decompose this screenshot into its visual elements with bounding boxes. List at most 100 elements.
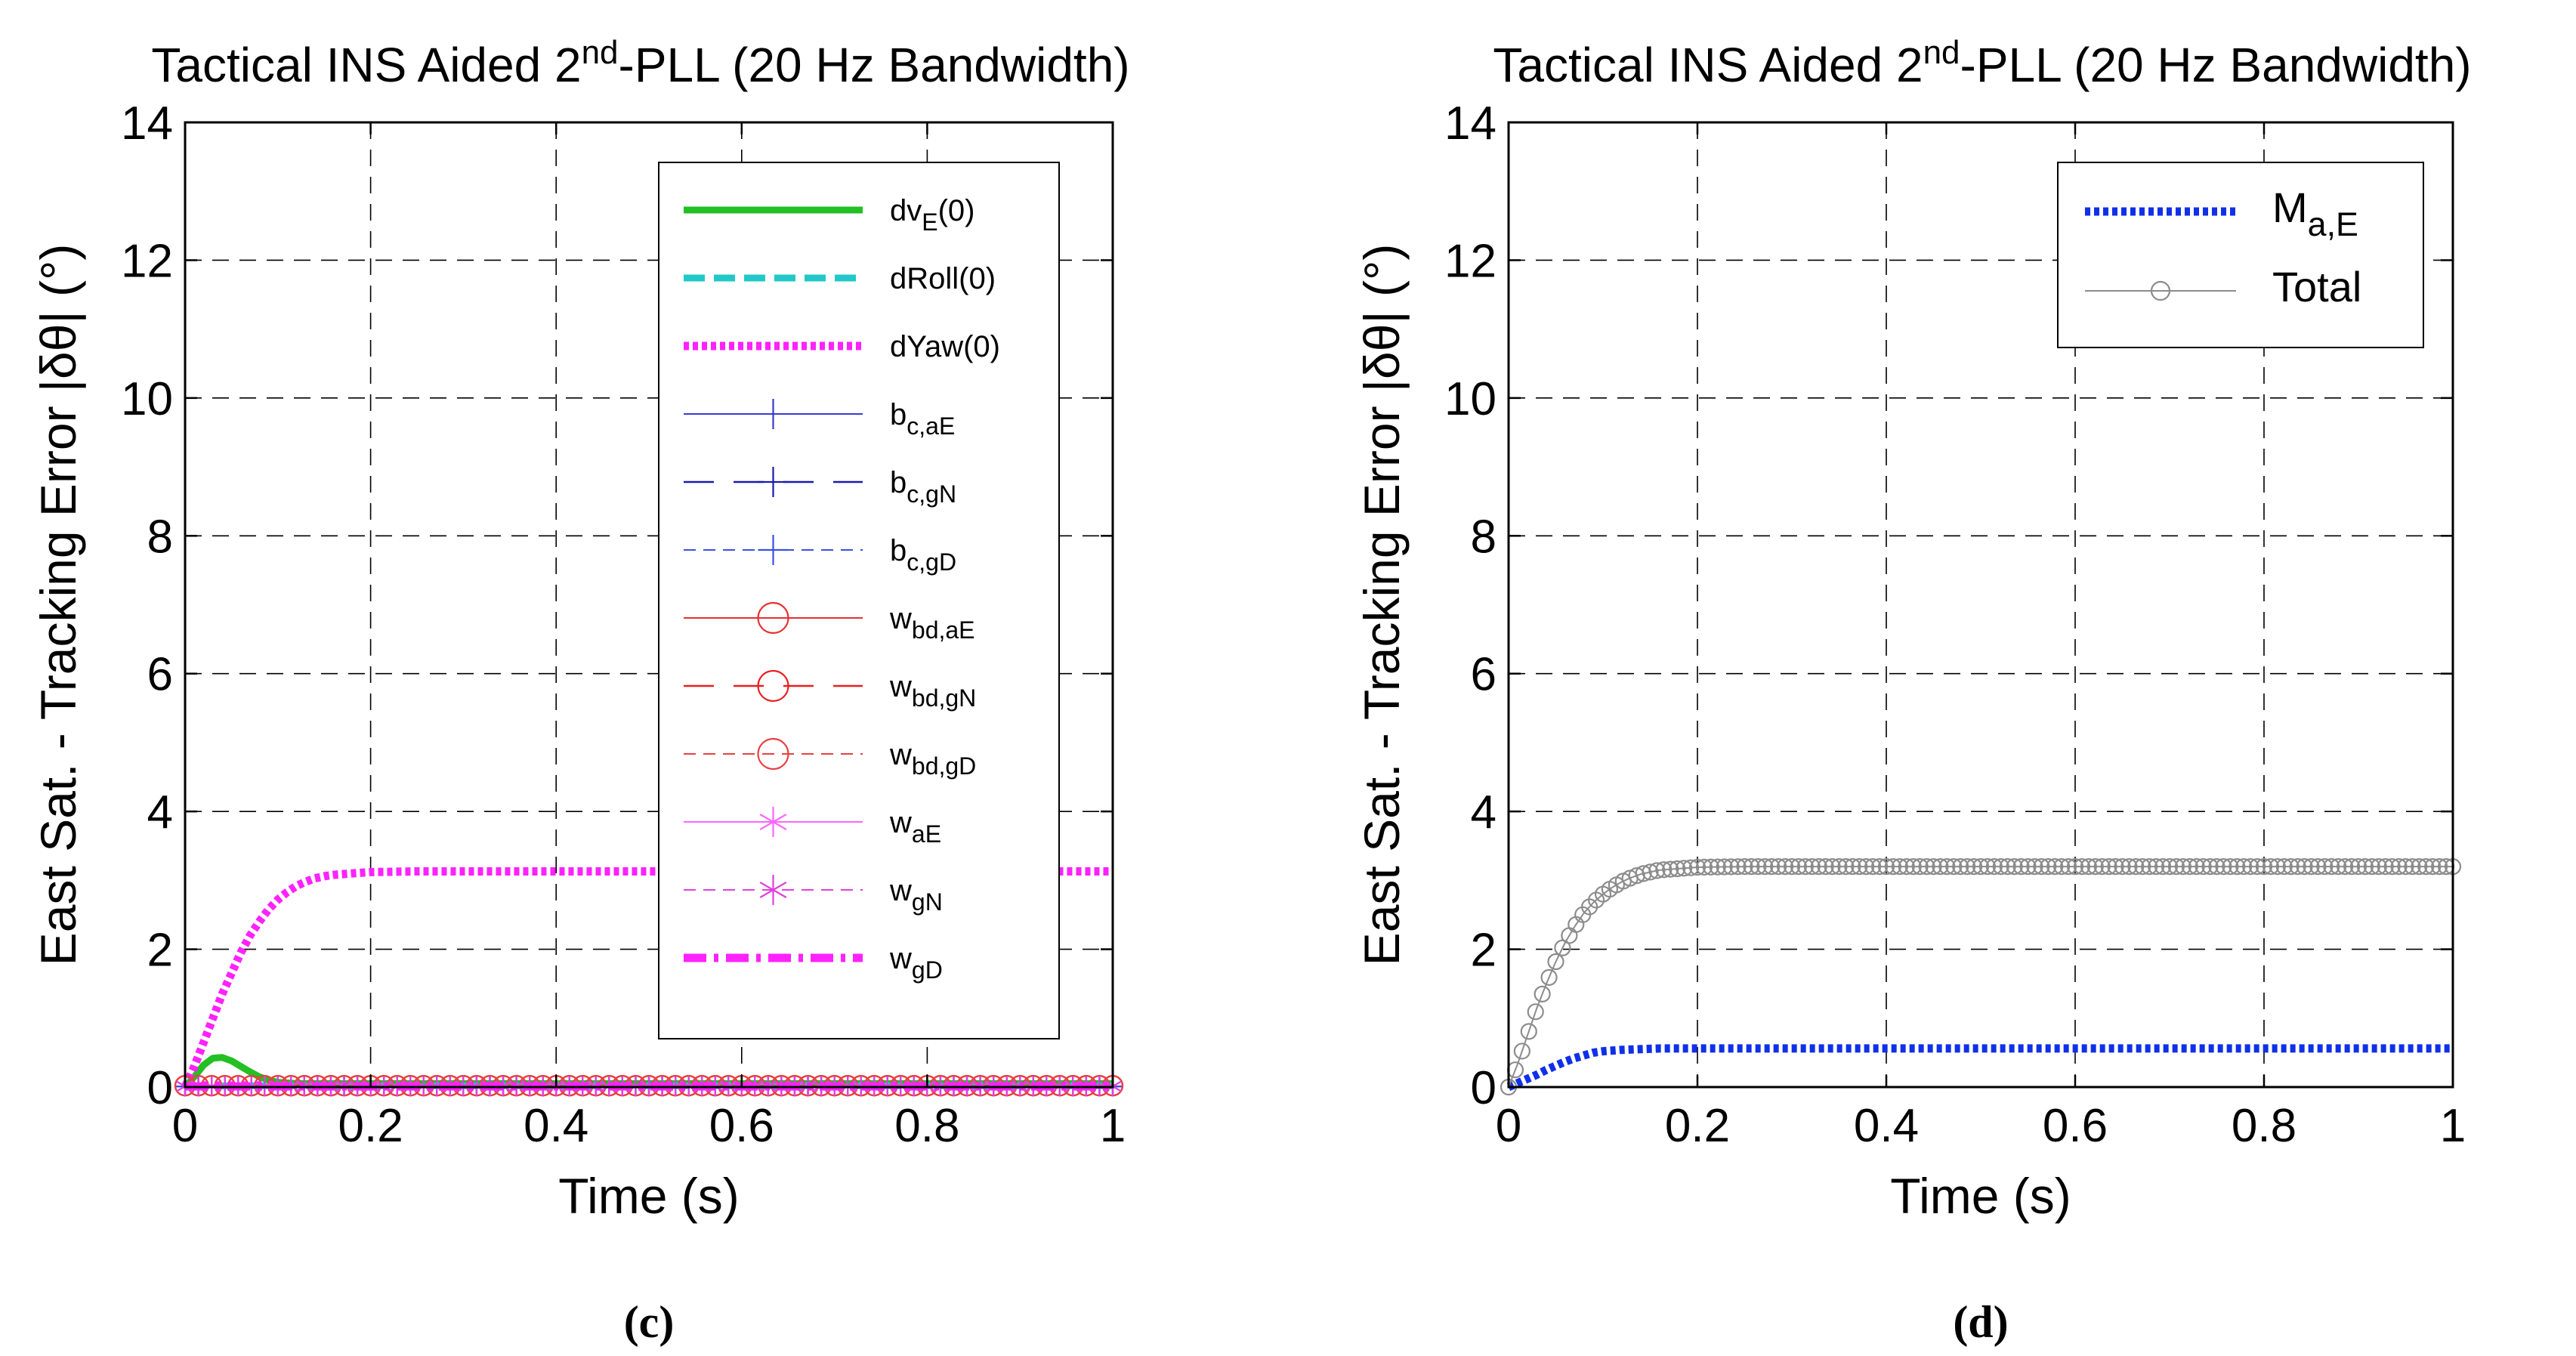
data-point-Total-ring (1648, 862, 1666, 879)
data-point-Total (2248, 858, 2266, 876)
data-point-Total-ring (2296, 858, 2313, 876)
x-tick-label: 0.4 (1854, 1100, 1919, 1152)
legend-label-Ma,E-main: M (2272, 184, 2308, 231)
data-point-Total (1702, 858, 1719, 876)
data-point-Total (1891, 858, 1908, 876)
data-point-Total-ring (1992, 858, 2009, 876)
data-point-Total (2059, 858, 2077, 876)
legend-label-wgN-sub: gN (912, 888, 943, 916)
data-point-Total-ring (2026, 858, 2043, 876)
x-tick-label: 0.2 (1665, 1100, 1730, 1152)
data-point-Total (1783, 858, 1801, 876)
data-point-Total (2404, 858, 2421, 876)
data-point-Total-ring (2161, 858, 2179, 876)
data-point-Total (1736, 858, 1753, 876)
data-point-Total (1824, 858, 1841, 876)
data-point-Total (2033, 858, 2050, 876)
data-point-Total (2066, 858, 2084, 876)
legend-label-Ma,E-sub: a,E (2308, 205, 2358, 243)
data-point-Total (2073, 858, 2091, 876)
chart-title: Tactical INS Aided 2nd-PLL (20 Hz Bandwi… (151, 34, 1129, 92)
data-point-Total-ring (1837, 858, 1855, 876)
data-point-Total (2255, 858, 2273, 876)
data-point-Total-ring (1763, 858, 1781, 876)
data-point-Total (1527, 1003, 1544, 1021)
data-point-Total (1918, 858, 1935, 876)
chart-title-text: Tactical INS Aided 2 (151, 38, 581, 92)
data-point-Total-ring (1972, 858, 1990, 876)
data-point-Total-ring (1858, 858, 1875, 876)
data-point-Total-ring (2289, 858, 2306, 876)
panel-caption: (c) (624, 1297, 675, 1347)
data-point-Total (1520, 1023, 1537, 1040)
data-point-Total-ring (1884, 858, 1902, 876)
data-point-Total-ring (2275, 858, 2293, 876)
y-tick-label: 10 (121, 373, 173, 425)
data-point-Total-ring (2066, 858, 2084, 876)
legend-label-bc,gN-sub: c,gN (907, 480, 956, 508)
legend-marker-waE (759, 807, 787, 837)
data-point-Total-ring (2053, 858, 2071, 876)
axes-frame (184, 121, 1114, 1089)
data-point-Total (2349, 858, 2368, 876)
data-point-Total-ring (2242, 858, 2259, 876)
legend-label-wgD: wgD (889, 942, 943, 984)
y-tick-label: 8 (147, 511, 173, 563)
data-point-Total-ring (2269, 858, 2286, 876)
data-point-Total (2424, 858, 2442, 876)
data-point-Total (2269, 858, 2286, 876)
data-point-Total-ring (1716, 858, 1733, 876)
data-point-Total-ring (1770, 858, 1787, 876)
data-point-Total-ring (2167, 858, 2185, 876)
data-point-Total (2289, 858, 2306, 876)
data-point-Total-ring (1945, 858, 1963, 876)
legend-label-dRoll(0): dRoll(0) (890, 262, 996, 295)
data-point-Total-ring (1722, 858, 1740, 876)
data-point-Total-ring (1870, 858, 1889, 876)
data-point-Total-ring (1642, 863, 1659, 881)
data-point-Total-ring (1830, 858, 1848, 876)
data-point-Total (2242, 858, 2259, 876)
data-point-Total-ring (2154, 858, 2172, 876)
legend-label-wbd,aE-sub: bd,aE (912, 616, 975, 644)
data-point-Total (2141, 858, 2158, 876)
data-point-Total-ring (1547, 953, 1564, 971)
data-point-Total (2040, 858, 2057, 876)
data-point-Total-ring (2229, 858, 2246, 876)
data-point-Total-ring (2093, 858, 2111, 876)
data-point-Total-ring (2397, 858, 2414, 876)
data-point-Total (2046, 858, 2064, 876)
legend-label-wbd,gD-main: w (889, 738, 912, 771)
data-point-Total (1743, 858, 1760, 876)
data-point-Total-ring (2411, 858, 2428, 876)
data-point-Total (1959, 858, 1976, 876)
x-tick-label: 0.8 (2232, 1100, 2296, 1152)
legend-marker-wbd,gD-ring (757, 737, 789, 771)
data-point-Total (1635, 865, 1652, 882)
y-axis-label: East Sat. - Tracking Error |δθ| (°) (30, 244, 86, 966)
data-point-Total-ring (2377, 858, 2394, 876)
data-point-Total (1972, 858, 1990, 876)
data-point-Total-ring (2134, 858, 2151, 876)
data-point-Total (2195, 858, 2212, 876)
x-tick-label: 0 (1496, 1100, 1521, 1152)
data-point-Total-ring (2059, 858, 2077, 876)
data-point-Total-ring (2033, 858, 2050, 876)
y-tick-label: 6 (1471, 649, 1496, 701)
data-point-Total (2330, 858, 2347, 876)
data-point-Total (2148, 858, 2165, 876)
data-point-Total-ring (1796, 858, 1814, 876)
legend-label-wbd,gD: wbd,gD (889, 738, 976, 780)
data-point-Total-ring (2040, 858, 2057, 876)
data-point-Total (1911, 858, 1929, 876)
data-point-Total (2303, 858, 2320, 876)
x-tick-label: 1 (1100, 1100, 1126, 1152)
data-point-Total-ring (2309, 858, 2327, 876)
data-point-Total-ring (2235, 858, 2253, 876)
y-tick-label: 12 (121, 235, 173, 287)
legend-label-bc,gD-sub: c,gD (907, 548, 956, 576)
data-point-Total-ring (2201, 858, 2219, 876)
data-point-Total-ring (1655, 861, 1673, 879)
y-tick-label: 6 (147, 649, 173, 701)
legend-marker-Total (2150, 280, 2171, 301)
